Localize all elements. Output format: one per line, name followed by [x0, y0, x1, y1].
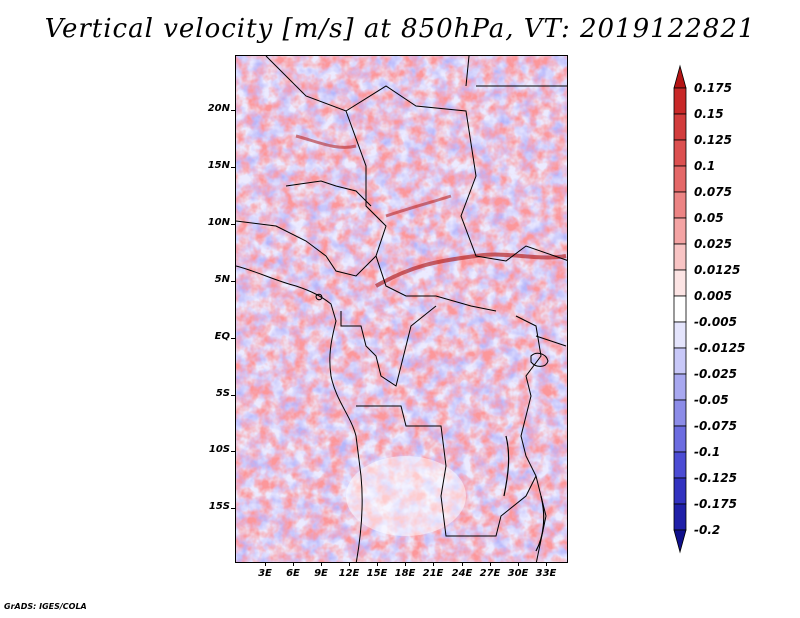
colorbar-segment: [673, 425, 687, 453]
colorbar-arrow-top: [673, 64, 687, 89]
lon-label: 15E: [366, 568, 388, 579]
ascent-streak: [295, 134, 357, 149]
border: [265, 56, 567, 262]
colorbar-label: -0.175: [694, 497, 737, 511]
lon-label: 24E: [451, 568, 473, 579]
colorbar-segment: [673, 295, 687, 323]
border: [345, 110, 497, 312]
lat-tick: [231, 224, 235, 225]
lon-label: 30E: [507, 568, 529, 579]
colorbar-segment: [673, 139, 687, 167]
map-svg: [236, 56, 567, 562]
colorbar-label: 0.125: [694, 133, 732, 147]
colorbar-label: -0.05: [694, 393, 729, 407]
colorbar-label: 0.075: [694, 185, 732, 199]
map-panel[interactable]: [235, 55, 568, 563]
colorbar-segment: [673, 477, 687, 505]
border: [356, 405, 537, 537]
border: [465, 56, 470, 87]
lon-label: 3E: [258, 568, 272, 579]
colorbar-label: 0.15: [694, 107, 724, 121]
lat-tick: [231, 338, 235, 339]
border: [285, 180, 372, 207]
colorbar-label: 0.0125: [694, 263, 741, 277]
lon-tick: [293, 562, 294, 566]
lon-tick: [321, 562, 322, 566]
colorbar-segment: [673, 243, 687, 271]
lon-label: 27E: [479, 568, 501, 579]
lat-label: 5S: [215, 388, 230, 399]
neutral-area: [346, 456, 466, 536]
colorbar-segment: [673, 503, 687, 531]
colorbar-label: -0.075: [694, 419, 737, 433]
lat-tick: [231, 281, 235, 282]
lon-tick: [462, 562, 463, 566]
lon-tick: [518, 562, 519, 566]
lon-tick: [546, 562, 547, 566]
border: [535, 335, 567, 347]
colorbar-segment: [673, 451, 687, 479]
lake-malawi: [535, 495, 545, 552]
lat-label: 10S: [208, 444, 230, 455]
border: [340, 305, 437, 387]
lon-label: 33E: [535, 568, 557, 579]
footer-credit: GrADS: IGES/COLA: [4, 602, 87, 611]
colorbar-label: -0.1: [694, 445, 721, 459]
lat-tick: [231, 395, 235, 396]
lat-tick: [231, 451, 235, 452]
lon-label: 12E: [338, 568, 360, 579]
colorbar-label: -0.125: [694, 471, 737, 485]
colorbar: [673, 64, 687, 554]
lake-tanganyika: [503, 435, 510, 497]
lon-label: 6E: [286, 568, 300, 579]
lon-label: 9E: [314, 568, 328, 579]
colorbar-segment: [673, 347, 687, 375]
colorbar-label: -0.025: [694, 367, 737, 381]
border: [236, 220, 377, 277]
coastline: [236, 265, 363, 562]
lat-label: 15N: [207, 160, 230, 171]
ascent-streak: [385, 194, 452, 218]
colorbar-label: 0.05: [694, 211, 724, 225]
lon-tick: [490, 562, 491, 566]
lat-label: EQ: [214, 331, 230, 342]
lake-victoria: [530, 352, 549, 367]
colorbar-segment: [673, 165, 687, 193]
lat-label: 5N: [214, 274, 230, 285]
colorbar-segment: [673, 87, 687, 115]
colorbar-arrow-bottom: [673, 529, 687, 554]
lat-label: 20N: [207, 103, 230, 114]
colorbar-segment: [673, 191, 687, 219]
colorbar-label: 0.175: [694, 81, 732, 95]
lon-tick: [265, 562, 266, 566]
colorbar-segment: [673, 399, 687, 427]
colorbar-label: -0.0125: [694, 341, 746, 355]
colorbar-segment: [673, 321, 687, 349]
colorbar-label: -0.005: [694, 315, 737, 329]
lat-tick: [231, 167, 235, 168]
chart-title: Vertical velocity [m/s] at 850hPa, VT: 2…: [44, 14, 756, 44]
lat-label: 15S: [208, 501, 230, 512]
colorbar-label: -0.2: [694, 523, 721, 537]
colorbar-segment: [673, 373, 687, 401]
lat-tick: [231, 110, 235, 111]
colorbar-label: 0.1: [694, 159, 716, 173]
lon-tick: [433, 562, 434, 566]
lon-tick: [377, 562, 378, 566]
lon-label: 18E: [394, 568, 416, 579]
lat-label: 10N: [207, 217, 230, 228]
lat-tick: [231, 508, 235, 509]
colorbar-segment: [673, 269, 687, 297]
colorbar-label: 0.005: [694, 289, 732, 303]
colorbar-label: 0.025: [694, 237, 732, 251]
colorbar-segment: [673, 217, 687, 245]
island: [315, 293, 323, 301]
lon-label: 21E: [422, 568, 444, 579]
colorbar-segment: [673, 113, 687, 141]
lon-tick: [405, 562, 406, 566]
lon-tick: [349, 562, 350, 566]
